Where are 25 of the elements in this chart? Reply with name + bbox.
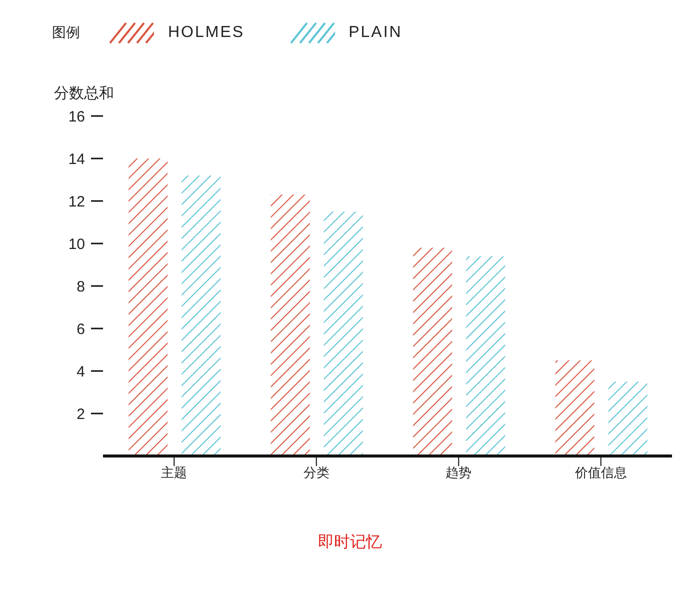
- legend-title: 图例: [52, 24, 80, 42]
- bar: [466, 256, 506, 456]
- x-tick-label: 分类: [303, 465, 330, 480]
- bar: [182, 176, 221, 456]
- y-tick-label: 4: [76, 363, 85, 380]
- y-tick-label: 8: [76, 278, 85, 296]
- bar: [128, 158, 168, 456]
- bar: [270, 194, 310, 456]
- y-tick-label: 2: [76, 406, 85, 423]
- y-tick-label: 10: [68, 236, 85, 253]
- legend-label: PLAIN: [348, 24, 402, 42]
- bar: [608, 382, 648, 456]
- x-tick-label: 趋势: [446, 465, 472, 480]
- legend-label: HOLMES: [168, 24, 245, 42]
- x-tick-label: 价值信息: [574, 465, 627, 480]
- bar: [413, 248, 452, 456]
- x-tick-label: 主题: [161, 465, 188, 480]
- bar: [324, 212, 363, 456]
- y-axis-title: 分数总和: [54, 84, 114, 103]
- x-axis-title: 即时记忆: [317, 532, 383, 553]
- y-tick-label: 14: [68, 150, 85, 168]
- y-tick-label: 6: [76, 320, 85, 338]
- y-tick-label: 12: [68, 193, 85, 210]
- y-tick-label: 16: [68, 108, 85, 126]
- bar: [555, 360, 594, 456]
